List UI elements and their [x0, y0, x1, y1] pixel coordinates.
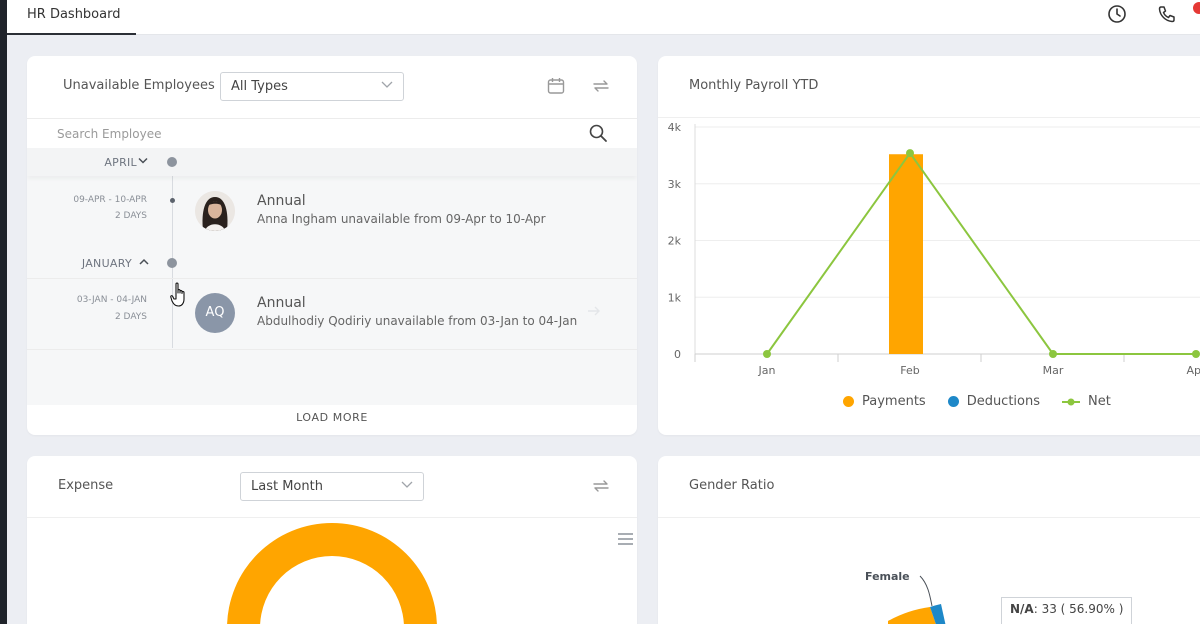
timeline-line: [172, 148, 173, 348]
legend-label: Deductions: [966, 394, 1041, 409]
card-header: Gender Ratio: [658, 456, 1200, 518]
avatar: AQ: [195, 293, 235, 333]
month-label: JANUARY: [81, 257, 132, 270]
expense-donut-chart: [227, 523, 437, 624]
legend-swatch: [947, 396, 959, 407]
x-tick-label: Mar: [1043, 364, 1064, 377]
y-tick-label: 1k: [668, 291, 682, 304]
app-window: HR Dashboard Unavailable Employees All T…: [7, 0, 1200, 624]
refresh-icon[interactable]: [591, 76, 611, 96]
unavailable-employees-card: Unavailable Employees All Types APRIL: [27, 56, 637, 435]
load-more-button[interactable]: LOAD MORE: [296, 411, 368, 424]
month-label: APRIL: [104, 156, 137, 169]
refresh-icon[interactable]: [591, 476, 611, 496]
select-value: Last Month: [251, 479, 323, 494]
gender-pie-chart: [888, 575, 948, 624]
card-header: Expense: [27, 456, 637, 518]
y-tick-label: 2k: [668, 235, 682, 248]
type-filter-select[interactable]: All Types: [220, 72, 404, 101]
x-tick-label: Feb: [900, 364, 919, 377]
donut-segment[interactable]: [227, 523, 437, 624]
entry-days: 2 DAYS: [114, 211, 147, 221]
legend-label: Net: [1088, 394, 1111, 409]
select-value: All Types: [231, 79, 288, 94]
avatar: [195, 191, 235, 231]
card-title: Monthly Payroll YTD: [689, 78, 819, 93]
search-employee-input[interactable]: [57, 127, 577, 141]
y-tick-label: 0: [674, 348, 681, 361]
timeline-dot: [167, 157, 177, 167]
entry-description: Anna Ingham unavailable from 09-Apr to 1…: [257, 212, 546, 226]
entry-days: 2 DAYS: [114, 312, 147, 322]
chart-legend: Payments Deductions Net: [843, 394, 1111, 409]
card-title: Gender Ratio: [689, 478, 775, 493]
notification-badge: [1193, 2, 1200, 14]
point-net: [1192, 350, 1200, 358]
bar-payments: [889, 154, 923, 354]
legend-item-net[interactable]: Net: [1062, 394, 1111, 409]
period-filter-select[interactable]: Last Month: [240, 472, 424, 501]
x-tick-label: Jan: [758, 364, 776, 377]
chevron-up-icon: [139, 258, 149, 265]
entry-type: Annual: [257, 295, 306, 311]
y-tick-label: 4k: [668, 121, 682, 134]
legend-item-payments[interactable]: Payments: [843, 394, 926, 409]
payroll-chart: 0 1k 2k 3k 4k Jan Feb Mar Apr: [668, 121, 1200, 377]
timeline: APRIL 09-APR - 10-APR 2 DAYS A: [27, 148, 637, 405]
entry-date-range: 09-APR - 10-APR: [73, 195, 147, 205]
legend-item-deductions[interactable]: Deductions: [947, 394, 1041, 409]
pie-slice-na[interactable]: [888, 607, 940, 624]
calendar-icon[interactable]: [546, 76, 566, 96]
month-group-january[interactable]: JANUARY: [27, 249, 637, 277]
unavailable-entry[interactable]: 03-JAN - 04-JAN 2 DAYS AQ Annual Abdulho…: [27, 278, 637, 350]
clock-icon[interactable]: [1107, 4, 1127, 24]
pie-slice-female[interactable]: [930, 604, 948, 624]
menu-icon[interactable]: [617, 532, 634, 546]
chart-tooltip: N/A: 33 ( 56.90% ): [1001, 597, 1133, 624]
entry-date-range: 03-JAN - 04-JAN: [76, 295, 147, 305]
x-tick-label: Apr: [1186, 364, 1200, 377]
search-icon[interactable]: [588, 123, 608, 143]
timeline-dot: [170, 198, 175, 203]
legend-label: Payments: [862, 394, 926, 409]
timeline-dot: [167, 258, 177, 268]
entry-type: Annual: [257, 193, 306, 209]
pie-label-female: Female: [865, 570, 910, 583]
hand-cursor-icon: [170, 282, 185, 307]
employee-photo: [195, 191, 235, 231]
expense-card: Expense Last Month: [27, 456, 637, 624]
card-title: Expense: [58, 478, 114, 493]
entry-description: Abdulhodiy Qodiriy unavailable from 03-J…: [257, 314, 578, 328]
monthly-payroll-card: Monthly Payroll YTD 0 1k 2k 3k 4k Jan Feb Mar Ap…: [658, 56, 1200, 435]
line-net: [766, 151, 1196, 355]
search-row: [27, 118, 637, 148]
tab-hr-dashboard[interactable]: HR Dashboard: [7, 0, 136, 35]
point-net: [906, 149, 914, 158]
legend-swatch: [843, 396, 854, 407]
legend-swatch: [1062, 398, 1081, 405]
phone-icon[interactable]: [1157, 4, 1177, 24]
card-header: Monthly Payroll YTD: [658, 56, 1200, 118]
y-tick-label: 3k: [668, 178, 682, 191]
chevron-down-icon: [381, 81, 393, 88]
arrow-right-icon[interactable]: [587, 306, 601, 316]
point-net: [763, 350, 771, 358]
card-title: Unavailable Employees: [63, 78, 215, 93]
point-net: [1049, 350, 1057, 358]
gender-ratio-card: Gender Ratio Female N/A: 33 ( 56.90% ): [658, 456, 1200, 624]
top-bar: HR Dashboard: [7, 0, 1200, 35]
unavailable-entry[interactable]: 09-APR - 10-APR 2 DAYS Annual Anna Ingha…: [27, 178, 637, 248]
month-group-april[interactable]: APRIL: [27, 148, 637, 176]
chevron-down-icon: [401, 481, 413, 488]
tooltip-value: : 33 ( 56.90% ): [1033, 602, 1124, 616]
chevron-down-icon: [138, 157, 148, 164]
label-connector: [919, 575, 933, 607]
tooltip-label: N/A: [1010, 602, 1034, 616]
